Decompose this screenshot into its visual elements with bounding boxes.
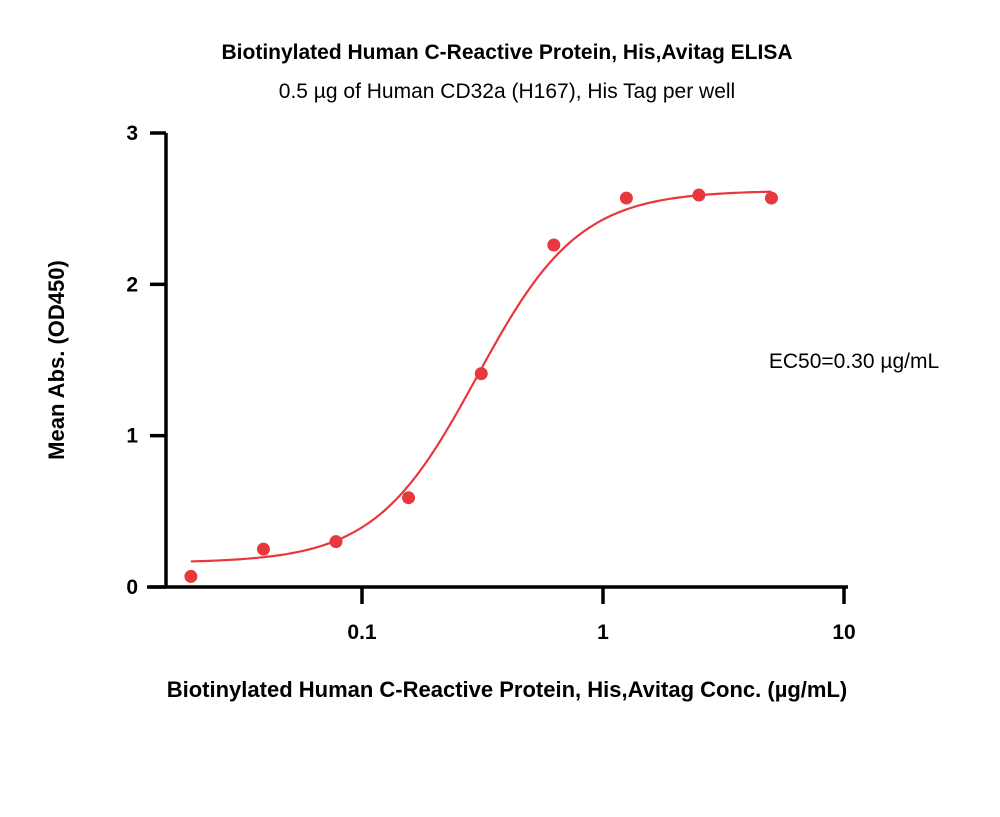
y-ticks: 0 1 2 3 (126, 122, 166, 599)
data-point (764, 191, 778, 205)
data-points (184, 188, 778, 583)
y-tick-label: 0 (126, 576, 138, 599)
data-point (256, 542, 270, 556)
data-point (474, 367, 488, 381)
x-tick-label: 0.1 (347, 621, 377, 644)
y-tick-label: 3 (126, 122, 138, 145)
data-point (692, 188, 706, 202)
chart-subtitle: 0.5 µg of Human CD32a (H167), His Tag pe… (279, 80, 735, 103)
y-tick-label: 1 (126, 425, 138, 448)
data-point (184, 569, 198, 583)
data-point (402, 491, 416, 505)
ec50-annotation: EC50=0.30 µg/mL (769, 350, 939, 373)
x-tick-label: 10 (832, 621, 855, 644)
y-tick-label: 2 (126, 273, 138, 296)
data-point (619, 191, 633, 205)
x-tick-label: 1 (597, 621, 609, 644)
chart-title: Biotinylated Human C-Reactive Protein, H… (222, 41, 793, 64)
x-ticks: 0.1 1 10 (347, 587, 856, 644)
y-axis-label: Mean Abs. (OD450) (44, 260, 69, 460)
x-axis-label: Biotinylated Human C-Reactive Protein, H… (167, 677, 848, 702)
data-point (329, 535, 343, 549)
data-point (547, 238, 561, 252)
